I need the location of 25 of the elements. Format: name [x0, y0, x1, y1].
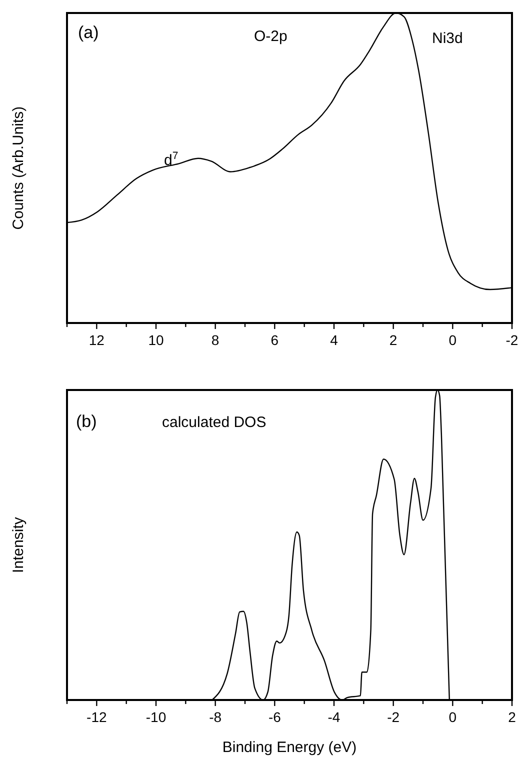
x-tick-label: 6	[270, 332, 279, 348]
x-tick-label: -12	[86, 709, 107, 725]
annotation: O-2p	[254, 28, 288, 45]
annotation: calculated DOS	[162, 414, 266, 431]
x-axis-title: Binding Energy (eV)	[222, 739, 357, 756]
x-tick-label: 2	[508, 709, 516, 725]
annotation: d$^{7}$	[164, 150, 178, 169]
x-tick-label: -2	[387, 709, 400, 725]
x-tick-label: 12	[88, 332, 105, 348]
x-tick-label: 10	[148, 332, 164, 348]
x-tick-label: 4	[330, 332, 338, 348]
x-tick-label: 0	[448, 332, 457, 348]
x-tick-label: -8	[209, 709, 222, 725]
x-tick-label: 8	[211, 332, 220, 348]
annotation: (a)	[78, 23, 99, 42]
x-tick-label: -4	[328, 709, 340, 725]
x-tick-label: -2	[506, 332, 518, 348]
y-axis-title: Intensity	[10, 516, 27, 573]
x-tick-label: 0	[448, 709, 457, 725]
annotation: Ni3d	[432, 30, 463, 47]
x-tick-label: -6	[268, 709, 282, 725]
x-tick-label: -10	[146, 709, 166, 725]
annotation: (b)	[76, 412, 97, 431]
y-axis-title: Counts (Arb.Units)	[10, 106, 27, 230]
x-tick-label: 2	[389, 332, 398, 348]
